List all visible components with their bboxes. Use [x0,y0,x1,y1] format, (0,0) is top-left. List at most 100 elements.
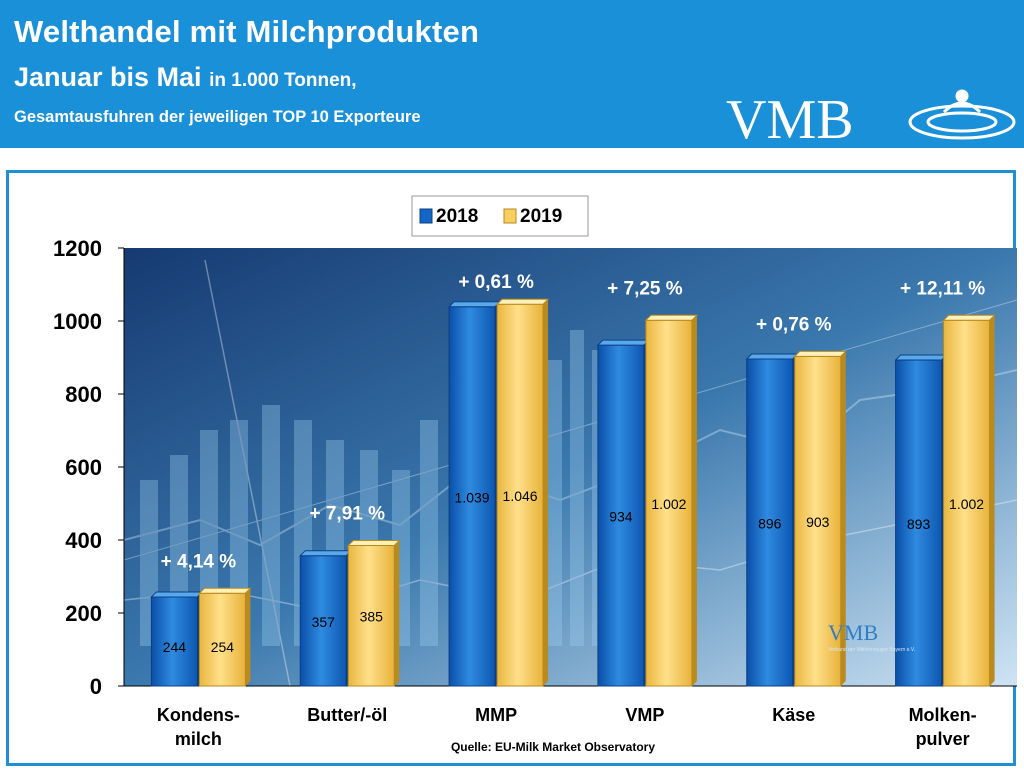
data-label: 357 [312,614,336,630]
y-tick-label: 1000 [53,309,102,334]
y-tick-label: 1200 [53,236,102,261]
x-tick-label: MMP [475,705,517,725]
x-tick-label-line: VMP [625,705,664,725]
bars: 244 254 + 4,14 % 357 385 + 7,91 % 1.039 1.046 + … [150,272,996,687]
x-tick-label: VMP [625,705,664,725]
bar-2019 [645,319,693,687]
decor-line [123,499,1018,611]
y-tick-label: 0 [90,674,102,699]
bar-top-2019 [495,298,550,305]
legend-swatch-2018 [419,208,433,224]
bar-top-2018 [150,591,204,598]
x-tick-label: Butter/-öl [307,705,387,725]
vmb-watermark: VMB Verband der Milcherzeuger Bayern e.V… [828,620,915,653]
change-label: + 4,14 % [161,551,237,572]
decor-line [123,369,1018,547]
decor-line [204,259,291,687]
legend-swatch-2019 [503,208,517,224]
x-tick-label-line: MMP [475,705,517,725]
x-tick-label: Kondens-milch [157,705,240,749]
bar-top-2018 [447,301,502,308]
x-axis: Kondens-milch Butter/-öl MMP VMP Käse Molken-… [157,705,977,749]
bar-top-2019 [793,350,847,357]
change-label: + 7,25 % [607,278,683,299]
data-label: 1.002 [651,496,686,512]
legend-box [411,195,589,237]
change-label: + 7,91 % [309,503,385,524]
bar-2019 [347,544,395,687]
bar-top-2018 [745,353,799,360]
page-title: Welthandel mit Milchprodukten [14,14,480,49]
decor-bar [262,405,280,646]
subtitle-period: Januar bis Mai [14,62,202,92]
bar-side-2019 [840,351,846,686]
change-label: + 12,11 % [900,278,985,299]
decor-line [123,299,1018,561]
bar-2018 [597,344,645,687]
plot-background [124,248,1017,686]
data-label: 254 [211,639,235,655]
bar-top-2019 [198,587,252,594]
bar-side-2019 [245,588,251,686]
legend: 2018 2019 [411,195,589,237]
y-tick-label: 600 [65,455,102,480]
watermark-text: VMB [828,620,878,645]
subtitle-unit: in 1.000 Tonnen, [209,70,357,91]
x-tick-label-line: Molken- [909,705,977,725]
bar-side-2019 [989,315,995,686]
change-label: + 0,76 % [756,314,832,335]
bar-side-2019 [394,540,400,686]
bar-top-2019 [347,539,401,546]
y-axis: 0 200 400 600 800 1000 1200 [53,236,1017,699]
bar-2018 [746,358,794,687]
data-label: 1.039 [455,489,490,505]
y-tick-label: 400 [65,528,102,553]
logo-text: VMB [726,89,854,146]
bar-top-2018 [894,354,948,361]
vmb-logo: VMB [726,89,1016,146]
data-label: 244 [163,639,187,655]
bar-2018 [299,555,347,687]
bar-2019 [794,355,842,687]
x-tick-label: Käse [772,705,815,725]
watermark-subtext: Verband der Milcherzeuger Bayern e.V. [828,647,915,653]
bar-2019 [943,319,991,687]
x-tick-label-line: Käse [772,705,815,725]
decor-bar [570,330,584,646]
decor-bar [420,420,438,646]
bar-side-2019 [691,315,697,686]
data-label: 1.002 [949,496,984,512]
data-label: 934 [609,509,633,525]
bar-top-2019 [942,314,996,321]
header-banner: Welthandel mit Milchprodukten Januar bis… [0,0,1024,148]
legend-label-2018: 2018 [436,206,478,227]
bar-2018 [895,359,943,687]
bar-2018 [150,596,198,687]
bar-2019 [198,592,246,687]
data-label: 893 [907,516,931,532]
bar-top-2018 [299,550,353,557]
x-tick-label-line: Kondens- [157,705,240,725]
data-label: 1.046 [503,488,538,504]
page-description: Gesamtausfuhren der jeweiligen TOP 10 Ex… [14,108,421,126]
milk-splash-icon [908,89,1016,140]
x-tick-label-line: pulver [916,729,970,749]
bar-2019 [496,303,544,687]
bar-top-2018 [596,339,651,346]
y-tick-label: 200 [65,601,102,626]
y-tick-label: 800 [65,382,102,407]
data-label: 903 [806,514,830,530]
legend-label-2019: 2019 [520,206,562,227]
data-label: 385 [360,609,384,625]
source-note: Quelle: EU-Milk Market Observatory [451,740,655,754]
decor-bar [548,360,562,646]
data-label: 896 [758,515,782,531]
x-tick-label-line: milch [175,729,222,749]
change-label: + 0,61 % [458,272,534,293]
x-tick-label: Molken-pulver [909,705,977,749]
x-tick-label-line: Butter/-öl [307,705,387,725]
page-subtitle: Januar bis Mai in 1.000 Tonnen, [14,62,357,93]
bar-top-2019 [644,314,699,321]
bar-side-2019 [543,299,549,686]
